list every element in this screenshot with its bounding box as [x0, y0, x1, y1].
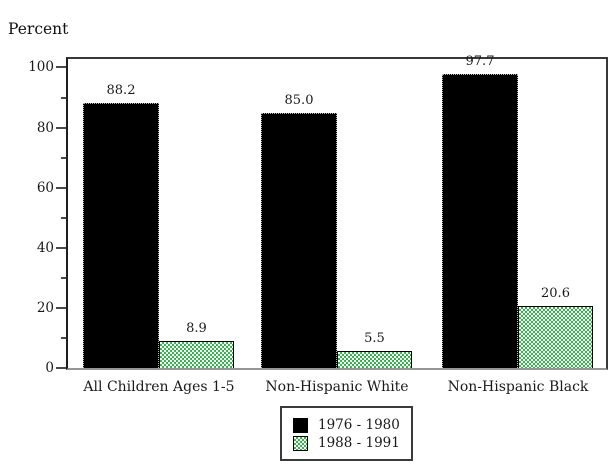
- y-tick-label-20: 20: [36, 300, 54, 316]
- y-tick-major-80: [56, 127, 66, 129]
- y-tick-label-80: 80: [36, 120, 54, 136]
- legend-swatch-green-icon: [293, 435, 308, 451]
- y-tick-major-100: [56, 66, 66, 68]
- y-tick-minor-50: [61, 217, 66, 219]
- bar-value-label: 97.7: [465, 54, 495, 69]
- legend: 1976 - 1980 1988 - 1991: [280, 406, 413, 461]
- bar-value-label: 20.6: [541, 286, 570, 301]
- bar-series-0-category-0: [83, 103, 159, 368]
- category-label-non-hispanic-white: Non-Hispanic White: [265, 379, 409, 395]
- y-tick-major-60: [56, 187, 66, 189]
- y-tick-major-20: [56, 307, 66, 309]
- bar-series-1-category-2: [518, 306, 593, 368]
- plot-area: 88.2 85.0 97.7 8.9 5.5 20.6: [66, 54, 608, 370]
- bar-series-1-category-0: [159, 341, 234, 368]
- y-tick-minor-70: [61, 157, 66, 159]
- y-tick-label-40: 40: [36, 240, 54, 256]
- y-tick-major-0: [56, 367, 66, 369]
- bar-value-label: 5.5: [364, 331, 385, 346]
- category-label-all-children-ages-1-5: All Children Ages 1-5: [83, 379, 235, 395]
- bar-value-label: 88.2: [106, 83, 136, 98]
- y-axis-title: Percent: [8, 20, 69, 38]
- y-tick-label-0: 0: [45, 360, 54, 376]
- y-tick-label-60: 60: [36, 180, 54, 196]
- y-tick-minor-90: [61, 97, 66, 99]
- y-tick-minor-10: [61, 337, 66, 339]
- bar-value-label: 8.9: [186, 321, 207, 336]
- y-tick-label-100: 100: [28, 59, 54, 75]
- bar-series-0-category-1: [261, 113, 337, 368]
- bar-value-label: 85.0: [284, 93, 314, 108]
- legend-item-1976-1980: 1976 - 1980: [293, 417, 400, 433]
- bar-series-1-category-1: [337, 351, 412, 368]
- legend-label-1988-1991: 1988 - 1991: [318, 435, 400, 451]
- category-label-non-hispanic-black: Non-Hispanic Black: [447, 379, 589, 395]
- y-tick-major-40: [56, 247, 66, 249]
- legend-item-1988-1991: 1988 - 1991: [293, 435, 400, 451]
- y-tick-minor-30: [61, 277, 66, 279]
- legend-label-1976-1980: 1976 - 1980: [318, 417, 400, 433]
- bar-series-0-category-2: [442, 74, 518, 368]
- legend-swatch-black-icon: [293, 417, 308, 433]
